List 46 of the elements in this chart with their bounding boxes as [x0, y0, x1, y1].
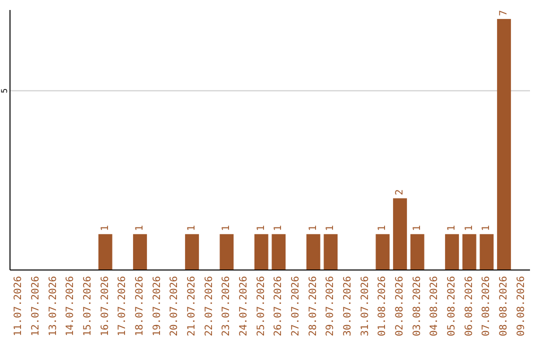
- x-tick-label: 28.07.2026: [308, 276, 319, 336]
- data-label: 1: [481, 225, 492, 232]
- data-label: 1: [100, 225, 111, 232]
- x-tick-label: 09.08.2026: [516, 276, 527, 336]
- x-tick-label: 17.07.2026: [117, 276, 128, 336]
- data-label: 2: [394, 189, 406, 196]
- data-label: 1: [273, 225, 284, 232]
- x-tick-label: 19.07.2026: [152, 276, 163, 336]
- x-tick-label: 05.08.2026: [446, 276, 458, 336]
- x-tick-label: 29.07.2026: [325, 276, 336, 336]
- data-label: 1: [446, 225, 458, 232]
- x-tick-label: 31.07.2026: [360, 276, 371, 336]
- data-label: 1: [256, 225, 267, 232]
- data-label: 1: [412, 225, 423, 232]
- x-tick-label: 25.07.2026: [256, 276, 267, 336]
- x-tick-label: 08.08.2026: [498, 276, 510, 336]
- x-tick-label: 20.07.2026: [169, 276, 180, 336]
- x-tick-label: 16.07.2026: [100, 276, 111, 336]
- x-tick-label: 12.07.2026: [30, 276, 42, 336]
- data-label: 1: [186, 225, 198, 232]
- data-label: 1: [308, 225, 319, 232]
- x-tick-label: 13.07.2026: [48, 276, 59, 336]
- x-tick-label: 23.07.2026: [221, 276, 232, 336]
- x-tick-label: 30.07.2026: [342, 276, 354, 336]
- x-tick-label: 11.07.2026: [13, 276, 24, 336]
- x-tick-label: 04.08.2026: [429, 276, 440, 336]
- y-tick-label: 5: [0, 88, 9, 94]
- data-label: 1: [377, 225, 388, 232]
- data-label: 7: [498, 10, 510, 16]
- x-tick-label: 14.07.2026: [65, 276, 76, 336]
- x-tick-label: 18.07.2026: [134, 276, 146, 336]
- data-label: 1: [221, 225, 232, 232]
- data-label: 1: [464, 225, 475, 232]
- x-tick-label: 24.07.2026: [238, 276, 250, 336]
- x-tick-label: 26.07.2026: [273, 276, 284, 336]
- x-tick-label: 15.07.2026: [82, 276, 94, 336]
- x-tick-label: 07.08.2026: [481, 276, 492, 336]
- data-label: 1: [134, 225, 146, 232]
- x-tick-label: 22.07.2026: [204, 276, 215, 336]
- x-tick-label: 21.07.2026: [186, 276, 198, 336]
- x-tick-label: 03.08.2026: [412, 276, 423, 336]
- data-label: 1: [325, 225, 336, 232]
- x-tick-label: 01.08.2026: [377, 276, 388, 336]
- x-tick-label: 06.08.2026: [464, 276, 475, 336]
- x-tick-label: 02.08.2026: [394, 276, 406, 336]
- x-tick-label: 27.07.2026: [290, 276, 302, 336]
